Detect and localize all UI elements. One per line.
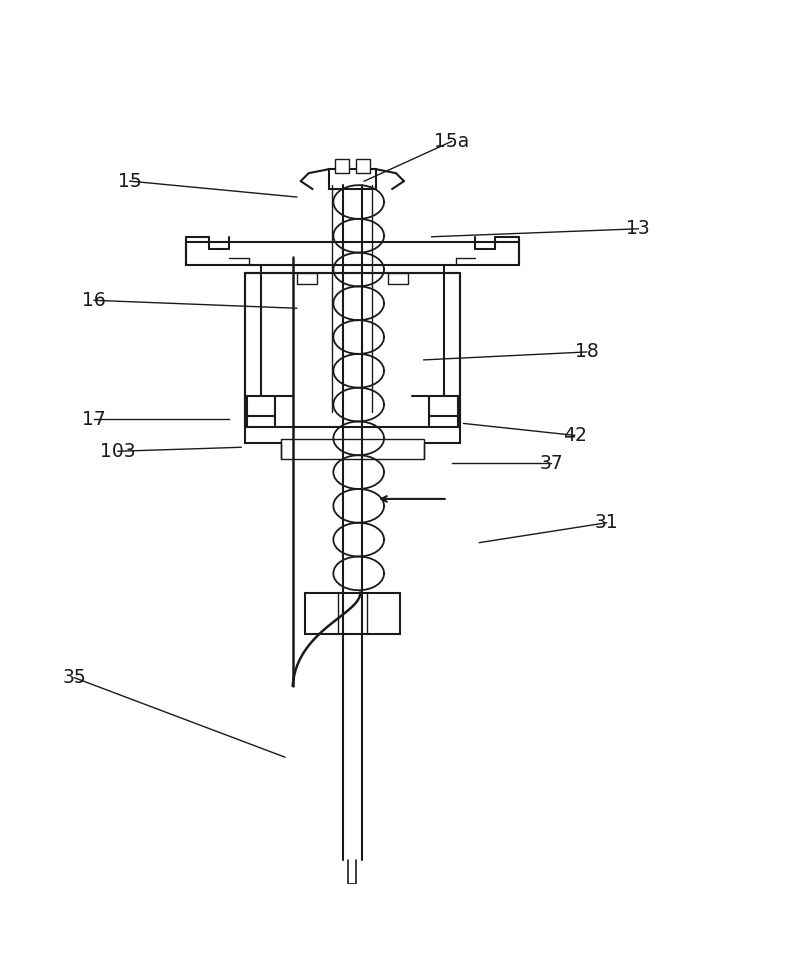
Text: 31: 31	[594, 513, 618, 532]
Text: 13: 13	[626, 219, 650, 239]
Bar	[281, 439, 424, 459]
Text: 35: 35	[62, 668, 86, 688]
Text: 15: 15	[118, 171, 142, 191]
Bar	[186, 243, 519, 265]
Bar	[297, 273, 317, 284]
Text: 15a: 15a	[434, 131, 470, 151]
Text: 42: 42	[563, 426, 586, 445]
Text: 37: 37	[539, 454, 563, 472]
Text: 16: 16	[82, 291, 106, 310]
Bar	[355, 159, 370, 173]
Text: 17: 17	[82, 410, 106, 429]
Text: 18: 18	[575, 343, 598, 361]
Text: 103: 103	[100, 442, 136, 461]
Bar	[245, 273, 459, 443]
Bar	[305, 592, 400, 634]
Bar	[335, 159, 349, 173]
Bar	[329, 169, 376, 189]
Bar	[388, 273, 408, 284]
